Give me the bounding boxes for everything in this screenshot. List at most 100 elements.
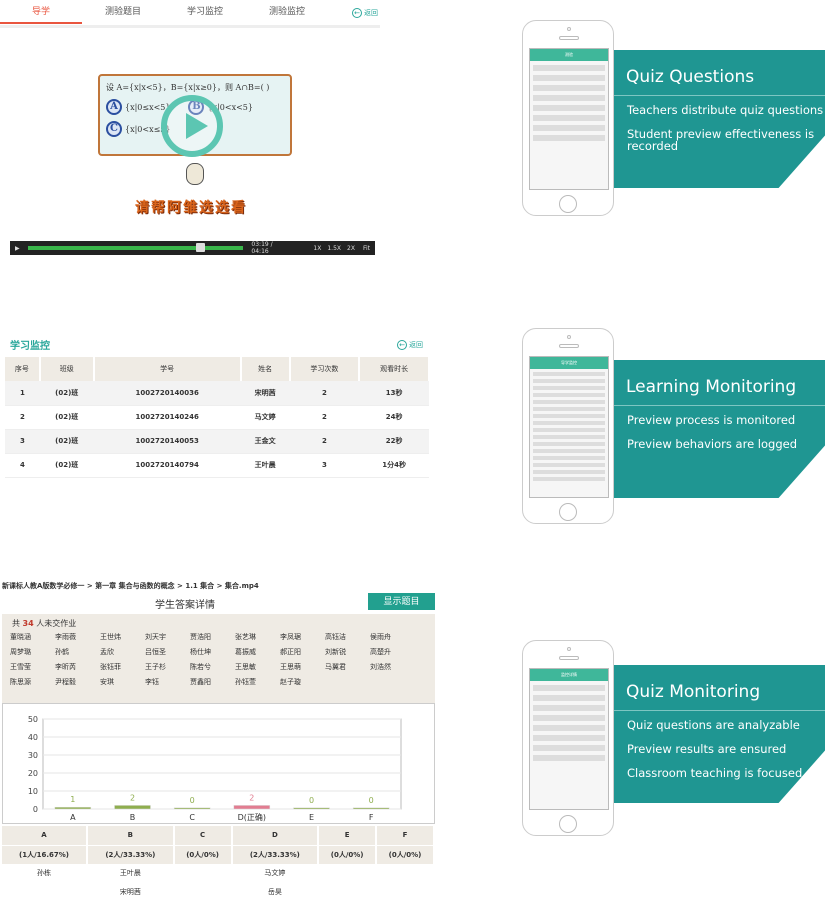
student-name [318, 864, 378, 884]
student-name: 安琪 [100, 678, 114, 686]
screen-content-line [533, 372, 605, 376]
table-row[interactable]: 2 (02)班 1002720140246 马文婷 2 24秒 [5, 405, 429, 430]
table-row[interactable]: 4 (02)班 1002720140794 王叶晨 3 1分4秒 [5, 453, 429, 478]
feature-title: Quiz Monitoring [614, 665, 825, 711]
screen-content-line [533, 105, 605, 111]
speed-1x[interactable]: 1X [313, 244, 322, 252]
table-cell: 2 [5, 405, 40, 430]
camera-icon [567, 335, 571, 339]
column-header: 学习次数 [289, 357, 361, 381]
count-prefix: 共 [12, 619, 20, 628]
mascot-image [186, 163, 204, 185]
table-row[interactable]: 3 (02)班 1002720140053 王金文 2 22秒 [5, 429, 429, 454]
speed-2x[interactable]: 2X [347, 244, 355, 252]
option-header: C [173, 826, 233, 846]
breadcrumb: 新课标人教A版数学必修一 > 第一章 集合与函数的概念 > 1.1 集合 > 集… [2, 582, 259, 590]
slogan: 请帮阿雏选选看 [135, 200, 247, 216]
student-name: 陈若兮 [190, 663, 211, 671]
student-name: 王世炜 [100, 633, 121, 641]
bar-value-label: 1 [70, 795, 75, 804]
tab-learning-monitor[interactable]: 学习监控 [186, 6, 223, 17]
x-tick-label: D(正确) [238, 812, 266, 822]
bar-value-label: 0 [190, 796, 195, 805]
screen-content-line [533, 463, 605, 467]
column-header: 班级 [39, 357, 95, 381]
screen-content-line [533, 400, 605, 404]
option-names-row: 孙栋 王叶晨 马文婷 [2, 864, 435, 884]
student-name [2, 883, 88, 903]
feature-point: Preview process is monitored [627, 413, 796, 427]
bar-value-label: 2 [249, 793, 254, 802]
back-label: 返回 [364, 9, 378, 17]
y-tick-label: 10 [28, 787, 38, 796]
speaker-icon [559, 344, 579, 348]
option-text: {x|0<x<5} [207, 102, 253, 112]
screen-content-line [533, 135, 605, 141]
bar-value-label: 2 [130, 793, 135, 802]
screen-title: 监控详情 [530, 669, 608, 681]
student-name: 孙栋 [2, 864, 88, 884]
student-name: 高钰洁 [325, 633, 346, 641]
option-names-row: 宋明茜 岳昊 [2, 883, 435, 903]
fit-button[interactable]: Fit [362, 244, 370, 252]
back-button[interactable]: ← 返回 [352, 8, 378, 18]
x-tick-label: B [130, 813, 136, 822]
screen-content-line [533, 75, 605, 81]
table-cell: 24秒 [359, 405, 429, 430]
phone-screen: 导学监控 [529, 356, 609, 498]
column-header: 观看时长 [359, 357, 430, 381]
student-name: 王思敏 [235, 663, 256, 671]
option-stats-row: (1人/16.67%) (2人/33.33%) (0人/0%) (2人/33.33%)… [2, 845, 435, 865]
screen-content-line [533, 715, 605, 721]
feature-banner: Learning Monitoring Preview process is mo… [614, 360, 825, 498]
screen-content-line [533, 379, 605, 383]
option-text: {x|0<x≤5} [125, 124, 171, 134]
bar-chart: 0 10 20 30 40 50 1 A 2 B 0 C 2 D(正确) 0 E 0 F [28, 715, 402, 822]
student-name: 孙鹤 [55, 648, 69, 656]
progress-bar[interactable] [27, 243, 244, 252]
student-name: 周梦璐 [10, 648, 31, 656]
option-stat: (0人/0%) [376, 845, 435, 865]
student-name: 郝正阳 [280, 648, 301, 656]
feature-banner: Quiz Monitoring Quiz questions are analyz… [614, 665, 825, 803]
screen-content-line [533, 470, 605, 474]
x-tick-label: C [189, 813, 195, 822]
tab-quiz-questions[interactable]: 测验题目 [104, 6, 141, 17]
tab-guide[interactable]: 导学 [0, 2, 82, 24]
student-name: 贾鑫阳 [190, 678, 211, 686]
table-cell: 1分4秒 [359, 453, 429, 478]
option-header: E [318, 826, 378, 846]
screen-content-line [533, 421, 605, 425]
table-cell: (02)班 [39, 429, 94, 454]
table-cell: (02)班 [39, 453, 94, 478]
column-header: 学号 [93, 357, 242, 381]
speaker-icon [559, 36, 579, 40]
table-row[interactable]: 1 (02)班 1002720140036 宋明茜 2 13秒 [5, 381, 429, 406]
count-value: 34 [22, 619, 34, 628]
monitor-back-button[interactable]: ← 返回 [397, 340, 423, 350]
student-name: 李昕芮 [55, 663, 76, 671]
student-name: 尹程毅 [55, 678, 76, 686]
home-button-icon [559, 195, 577, 213]
table-cell: 王金文 [240, 429, 290, 454]
phone-mockup: 监控详情 [522, 640, 614, 836]
play-icon[interactable]: ▶ [15, 244, 20, 252]
play-overlay-icon[interactable] [161, 95, 223, 157]
video-controls: ▶ 03:19 / 04:16 1X 1.5X 2X Fit [10, 241, 375, 255]
speed-1-5x[interactable]: 1.5X [327, 244, 342, 252]
tab-quiz-monitor[interactable]: 测验监控 [268, 6, 305, 17]
option-header: D [231, 826, 320, 846]
feature-point: Quiz questions are analyzable [627, 718, 800, 732]
student-name: 赵子璇 [280, 678, 301, 686]
feature-title: Quiz Questions [614, 50, 825, 96]
feature-title: Learning Monitoring [614, 360, 825, 406]
student-name: 张艺琳 [235, 633, 256, 641]
student-name [376, 883, 435, 903]
table-cell: 王叶晨 [240, 453, 290, 478]
phone-screen: 测验 [529, 48, 609, 190]
show-question-button[interactable]: 显示题目 [368, 593, 435, 610]
student-name: 陈思源 [10, 678, 31, 686]
student-name: 王叶晨 [87, 864, 175, 884]
progress-handle[interactable] [195, 243, 205, 252]
student-name: 岳昊 [231, 883, 320, 903]
